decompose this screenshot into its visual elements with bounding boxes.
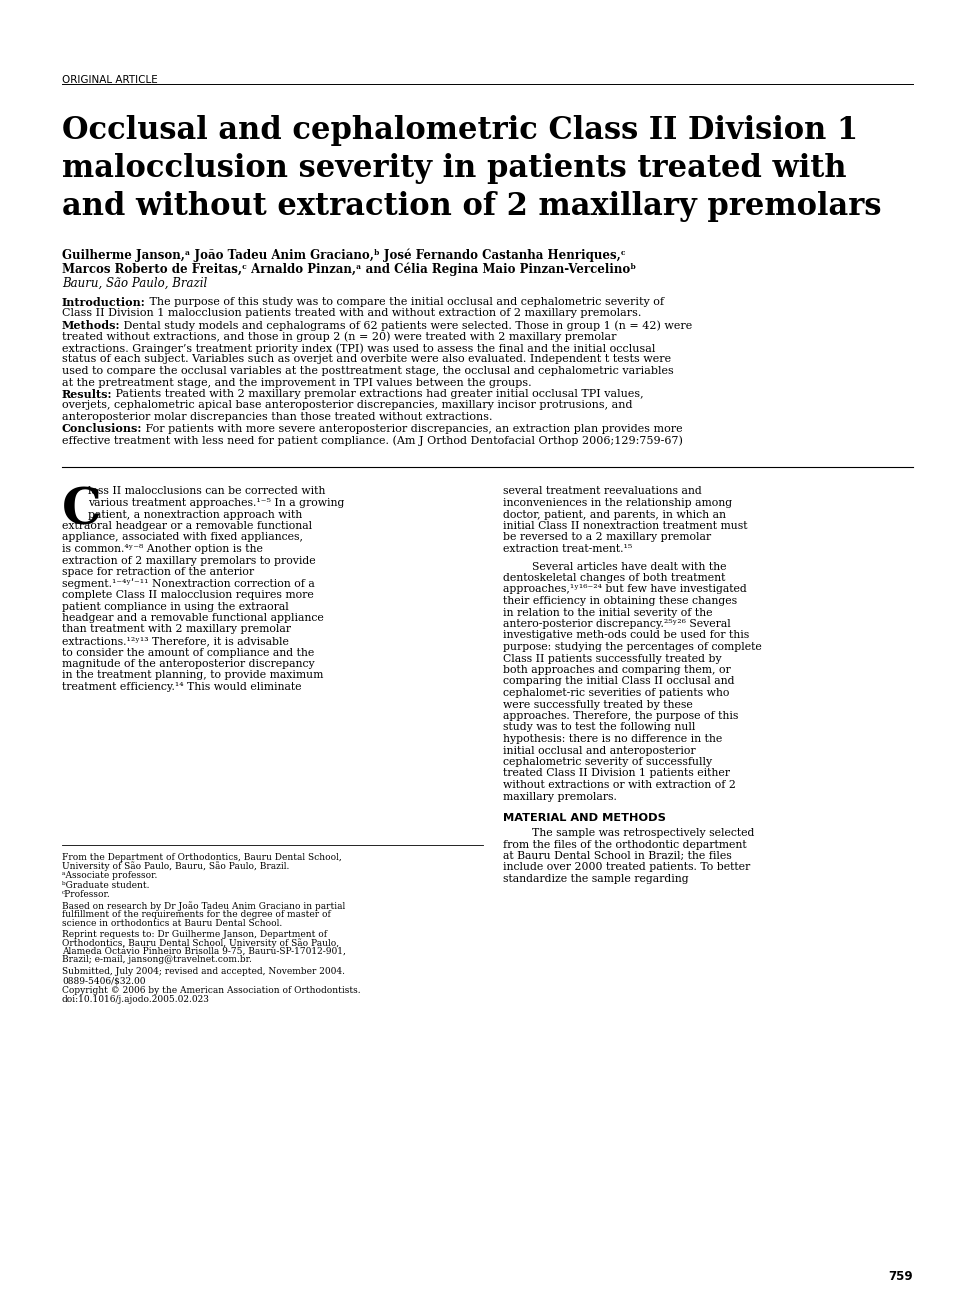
Text: extraction of 2 maxillary premolars to provide: extraction of 2 maxillary premolars to p…: [62, 556, 316, 565]
Text: magnitude of the anteroposterior discrepancy: magnitude of the anteroposterior discrep…: [62, 659, 315, 669]
Text: study was to test the following null: study was to test the following null: [503, 723, 695, 732]
Text: Conclusions:: Conclusions:: [62, 424, 142, 435]
Text: Dental study models and cephalograms of 62 patients were selected. Those in grou: Dental study models and cephalograms of …: [121, 320, 693, 330]
Text: ᵇGraduate student.: ᵇGraduate student.: [62, 881, 149, 890]
Text: extractions. Grainger’s treatment priority index (TPI) was used to assess the fi: extractions. Grainger’s treatment priori…: [62, 343, 655, 354]
Text: is common.⁴ʸ⁻⁸ Another option is the: is common.⁴ʸ⁻⁸ Another option is the: [62, 544, 263, 555]
Text: malocclusion severity in patients treated with: malocclusion severity in patients treate…: [62, 153, 846, 184]
Text: University of São Paulo, Bauru, São Paulo, Brazil.: University of São Paulo, Bauru, São Paul…: [62, 861, 290, 872]
Text: doctor, patient, and parents, in which an: doctor, patient, and parents, in which a…: [503, 509, 726, 519]
Text: segment.¹⁻⁴ʸʹ⁻¹¹ Nonextraction correction of a: segment.¹⁻⁴ʸʹ⁻¹¹ Nonextraction correctio…: [62, 578, 315, 590]
Text: maxillary premolars.: maxillary premolars.: [503, 792, 617, 801]
Text: For patients with more severe anteroposterior discrepancies, an extraction plan : For patients with more severe anteropost…: [142, 424, 683, 433]
Text: appliance, associated with fixed appliances,: appliance, associated with fixed applian…: [62, 532, 303, 543]
Text: were successfully treated by these: were successfully treated by these: [503, 699, 693, 710]
Text: in relation to the initial severity of the: in relation to the initial severity of t…: [503, 608, 713, 617]
Text: without extractions or with extraction of 2: without extractions or with extraction o…: [503, 780, 736, 790]
Text: Introduction:: Introduction:: [62, 298, 145, 308]
Text: dentoskeletal changes of both treatment: dentoskeletal changes of both treatment: [503, 573, 725, 583]
Text: and without extraction of 2 maxillary premolars: and without extraction of 2 maxillary pr…: [62, 191, 881, 222]
Text: science in orthodontics at Bauru Dental School.: science in orthodontics at Bauru Dental …: [62, 919, 282, 928]
Text: Bauru, São Paulo, Brazil: Bauru, São Paulo, Brazil: [62, 277, 208, 290]
Text: Class II Division 1 malocclusion patients treated with and without extraction of: Class II Division 1 malocclusion patient…: [62, 308, 642, 318]
Text: The sample was retrospectively selected: The sample was retrospectively selected: [518, 827, 755, 838]
Text: used to compare the occlusal variables at the posttreatment stage, the occlusal : used to compare the occlusal variables a…: [62, 365, 674, 376]
Text: purpose: studying the percentages of complete: purpose: studying the percentages of com…: [503, 642, 761, 652]
Text: cephalometric severity of successfully: cephalometric severity of successfully: [503, 757, 712, 767]
Text: investigative meth-ods could be used for this: investigative meth-ods could be used for…: [503, 630, 749, 641]
Text: Occlusal and cephalometric Class II Division 1: Occlusal and cephalometric Class II Divi…: [62, 115, 858, 146]
Text: patient, a nonextraction approach with: patient, a nonextraction approach with: [88, 509, 302, 519]
Text: overjets, cephalometric apical base anteroposterior discrepancies, maxillary inc: overjets, cephalometric apical base ante…: [62, 401, 633, 411]
Text: The purpose of this study was to compare the initial occlusal and cephalometric : The purpose of this study was to compare…: [145, 298, 664, 307]
Text: Marcos Roberto de Freitas,ᶜ Arnaldo Pinzan,ᵃ and Célia Regina Maio Pinzan-Vercel: Marcos Roberto de Freitas,ᶜ Arnaldo Pinz…: [62, 264, 636, 277]
Text: space for retraction of the anterior: space for retraction of the anterior: [62, 566, 254, 577]
Text: fulfillment of the requirements for the degree of master of: fulfillment of the requirements for the …: [62, 910, 331, 919]
Text: Copyright © 2006 by the American Association of Orthodontists.: Copyright © 2006 by the American Associa…: [62, 987, 361, 994]
Text: several treatment reevaluations and: several treatment reevaluations and: [503, 487, 702, 496]
Text: from the files of the orthodontic department: from the files of the orthodontic depart…: [503, 839, 747, 850]
Text: approaches. Therefore, the purpose of this: approaches. Therefore, the purpose of th…: [503, 711, 738, 720]
Text: Orthodontics, Bauru Dental School, University of São Paulo,: Orthodontics, Bauru Dental School, Unive…: [62, 938, 339, 949]
Text: Submitted, July 2004; revised and accepted, November 2004.: Submitted, July 2004; revised and accept…: [62, 967, 345, 976]
Text: Reprint requests to: Dr Guilherme Janson, Department of: Reprint requests to: Dr Guilherme Janson…: [62, 930, 327, 940]
Text: Guilherme Janson,ᵃ João Tadeu Anim Graciano,ᵇ José Fernando Castanha Henriques,ᶜ: Guilherme Janson,ᵃ João Tadeu Anim Graci…: [62, 249, 626, 262]
Text: standardize the sample regarding: standardize the sample regarding: [503, 874, 688, 883]
Text: 0889-5406/$32.00: 0889-5406/$32.00: [62, 976, 145, 985]
Text: at Bauru Dental School in Brazil; the files: at Bauru Dental School in Brazil; the fi…: [503, 851, 732, 861]
Text: MATERIAL AND METHODS: MATERIAL AND METHODS: [503, 813, 666, 823]
Text: 759: 759: [888, 1270, 913, 1283]
Text: Class II patients successfully treated by: Class II patients successfully treated b…: [503, 654, 722, 663]
Text: in the treatment planning, to provide maximum: in the treatment planning, to provide ma…: [62, 671, 324, 680]
Text: From the Department of Orthodontics, Bauru Dental School,: From the Department of Orthodontics, Bau…: [62, 853, 342, 863]
Text: ORIGINAL ARTICLE: ORIGINAL ARTICLE: [62, 74, 158, 85]
Text: treated Class II Division 1 patients either: treated Class II Division 1 patients eit…: [503, 769, 730, 779]
Text: effective treatment with less need for patient compliance. (Am J Orthod Dentofac: effective treatment with less need for p…: [62, 435, 682, 445]
Text: than treatment with 2 maxillary premolar: than treatment with 2 maxillary premolar: [62, 625, 291, 634]
Text: doi:10.1016/j.ajodo.2005.02.023: doi:10.1016/j.ajodo.2005.02.023: [62, 996, 210, 1005]
Text: headgear and a removable functional appliance: headgear and a removable functional appl…: [62, 613, 324, 622]
Text: approaches,¹ʸ¹⁶⁻²⁴ but few have investigated: approaches,¹ʸ¹⁶⁻²⁴ but few have investig…: [503, 585, 747, 595]
Text: treatment efficiency.¹⁴ This would eliminate: treatment efficiency.¹⁴ This would elimi…: [62, 683, 301, 692]
Text: extraction treat-ment.¹⁵: extraction treat-ment.¹⁵: [503, 544, 632, 555]
Text: ᶜProfessor.: ᶜProfessor.: [62, 890, 111, 899]
Text: include over 2000 treated patients. To better: include over 2000 treated patients. To b…: [503, 863, 750, 873]
Text: Results:: Results:: [62, 389, 112, 401]
Text: Alameda Octávio Pinheiro Brisolla 9-75, Bauru-SP-17012-901,: Alameda Octávio Pinheiro Brisolla 9-75, …: [62, 947, 346, 957]
Text: ᵃAssociate professor.: ᵃAssociate professor.: [62, 870, 157, 880]
Text: hypothesis: there is no difference in the: hypothesis: there is no difference in th…: [503, 733, 722, 744]
Text: C: C: [62, 487, 101, 535]
Text: at the pretreatment stage, and the improvement in TPI values between the groups.: at the pretreatment stage, and the impro…: [62, 377, 531, 388]
Text: comparing the initial Class II occlusal and: comparing the initial Class II occlusal …: [503, 676, 734, 686]
Text: patient compliance in using the extraoral: patient compliance in using the extraora…: [62, 602, 289, 612]
Text: extraoral headgear or a removable functional: extraoral headgear or a removable functi…: [62, 521, 312, 531]
Text: extractions.¹²ʸ¹³ Therefore, it is advisable: extractions.¹²ʸ¹³ Therefore, it is advis…: [62, 636, 289, 646]
Text: to consider the amount of compliance and the: to consider the amount of compliance and…: [62, 647, 314, 658]
Text: complete Class II malocclusion requires more: complete Class II malocclusion requires …: [62, 590, 314, 600]
Text: initial occlusal and anteroposterior: initial occlusal and anteroposterior: [503, 745, 695, 756]
Text: Several articles have dealt with the: Several articles have dealt with the: [518, 561, 726, 572]
Text: status of each subject. Variables such as overjet and overbite were also evaluat: status of each subject. Variables such a…: [62, 355, 671, 364]
Text: lass II malocclusions can be corrected with: lass II malocclusions can be corrected w…: [88, 487, 326, 496]
Text: Based on research by Dr João Tadeu Anim Graciano in partial: Based on research by Dr João Tadeu Anim …: [62, 902, 345, 911]
Text: treated without extractions, and those in group 2 (n = 20) were treated with 2 m: treated without extractions, and those i…: [62, 331, 616, 342]
Text: anteroposterior molar discrepancies than those treated without extractions.: anteroposterior molar discrepancies than…: [62, 412, 492, 422]
Text: be reversed to a 2 maxillary premolar: be reversed to a 2 maxillary premolar: [503, 532, 711, 543]
Text: initial Class II nonextraction treatment must: initial Class II nonextraction treatment…: [503, 521, 748, 531]
Text: Patients treated with 2 maxillary premolar extractions had greater initial occlu: Patients treated with 2 maxillary premol…: [112, 389, 644, 399]
Text: Brazil; e-mail, jansong@travelnet.com.br.: Brazil; e-mail, jansong@travelnet.com.br…: [62, 955, 252, 964]
Text: their efficiency in obtaining these changes: their efficiency in obtaining these chan…: [503, 596, 737, 606]
Text: various treatment approaches.¹⁻⁵ In a growing: various treatment approaches.¹⁻⁵ In a gr…: [88, 499, 344, 508]
Text: cephalomet-ric severities of patients who: cephalomet-ric severities of patients wh…: [503, 688, 729, 698]
Text: both approaches and comparing them, or: both approaches and comparing them, or: [503, 666, 730, 675]
Text: antero-posterior discrepancy.²⁵ʸ²⁶ Several: antero-posterior discrepancy.²⁵ʸ²⁶ Sever…: [503, 619, 730, 629]
Text: inconveniences in the relationship among: inconveniences in the relationship among: [503, 499, 732, 508]
Text: Methods:: Methods:: [62, 320, 121, 331]
